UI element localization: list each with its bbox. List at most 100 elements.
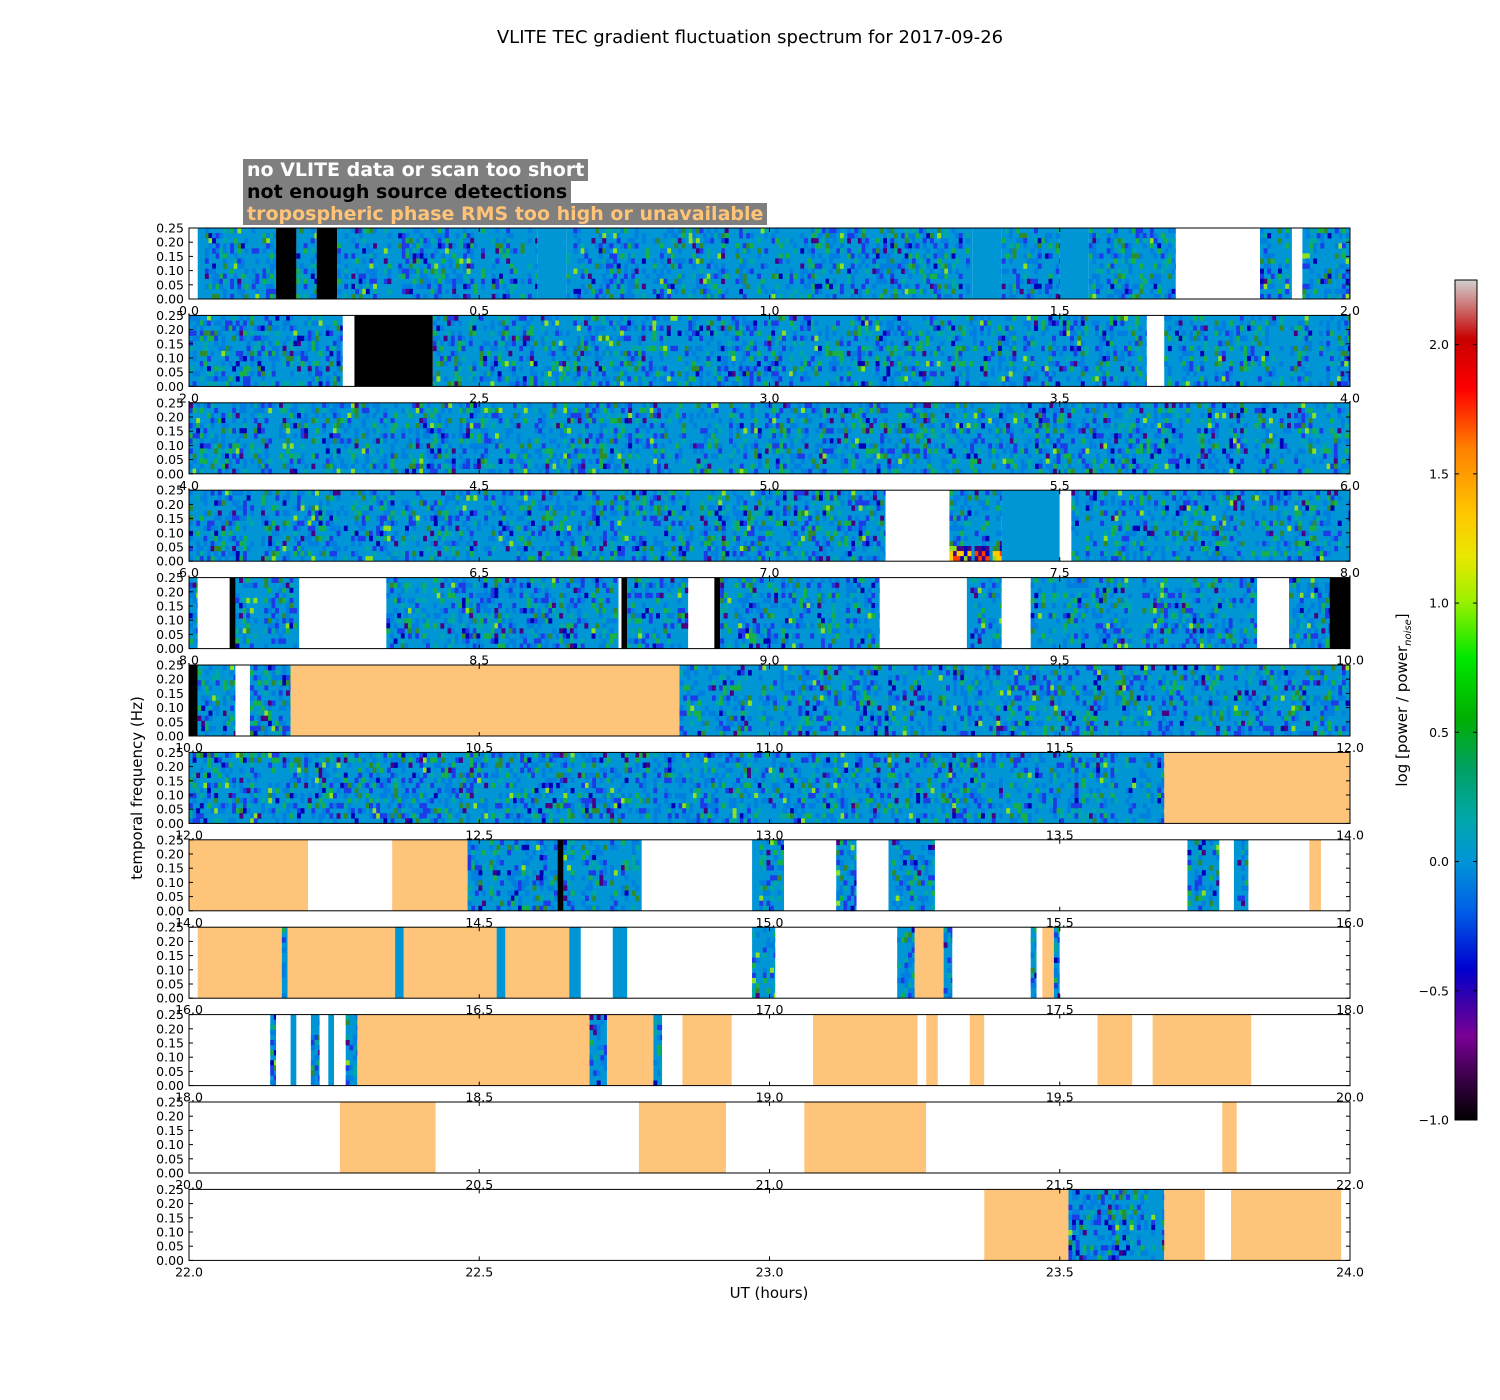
- panels-group: 0.000.050.100.150.200.250.0 0.5 1.0 1.5 2.00…: [156, 221, 1364, 1280]
- spectrum-segment: [337, 228, 538, 300]
- x-tick-label: 17.5: [1046, 1002, 1074, 1017]
- mask-segment: [435, 1102, 639, 1173]
- x-tick-label: 11.0: [756, 740, 784, 755]
- y-axis-label: temporal frequency (Hz): [128, 696, 146, 880]
- y-tick-label: 0.25: [156, 1007, 184, 1022]
- mask-segment: [557, 839, 564, 911]
- x-tick-label: 2.0: [1340, 303, 1360, 318]
- panel-10: 0.000.050.100.150.200.25 18.0 18.5 19.0 19.5…: [156, 1007, 1364, 1105]
- x-tick-label: 10.0: [1336, 653, 1364, 668]
- y-tick-label: 0.00: [156, 1253, 184, 1268]
- panel-3: 0.000.050.100.150.200.25 4.0 4.5 5.0 5.5 6.0: [156, 395, 1360, 493]
- spectrum-segment: [270, 1014, 277, 1086]
- x-tick-label: 14.5: [465, 915, 493, 930]
- mask-segment: [316, 228, 338, 299]
- y-tick-label: 0.05: [156, 452, 184, 467]
- legend-troposphere-rms: tropospheric phase RMS too high or unava…: [243, 203, 768, 225]
- x-tick-label: 16.5: [465, 1002, 493, 1017]
- y-tick-label: 0.20: [156, 934, 184, 949]
- mask-segment: [972, 228, 1002, 299]
- mask-segment: [885, 490, 950, 562]
- mask-segment: [1001, 490, 1060, 562]
- legend-not-enough-detections: not enough source detections: [243, 181, 572, 203]
- spectrum-segment: [563, 839, 642, 912]
- spectrum-segment: [432, 315, 1148, 387]
- y-tick-label: 0.15: [156, 249, 184, 264]
- panel-5: 0.000.050.100.150.200.25 8.0 8.5 9.0 9.5 10.0: [156, 570, 1364, 668]
- colorbar-tick-label: 1.5: [1429, 466, 1449, 481]
- colorbar-tick-label: 1.0: [1429, 596, 1449, 611]
- y-tick-label: 0.20: [156, 322, 184, 337]
- spectrum-segment: [1187, 839, 1220, 912]
- y-tick-label: 0.20: [156, 410, 184, 425]
- mask-segment: [606, 1014, 654, 1086]
- y-tick-label: 0.00: [156, 903, 184, 918]
- mask-segment: [1152, 1014, 1252, 1086]
- y-tick-label: 0.15: [156, 1036, 184, 1051]
- y-tick-label: 0.10: [156, 351, 184, 366]
- x-tick-label: 2.0: [179, 390, 199, 405]
- mask-segment: [621, 577, 628, 649]
- x-tick-label: 19.5: [1046, 1090, 1074, 1105]
- mask-segment: [731, 1014, 814, 1086]
- mask-segment: [638, 1102, 726, 1173]
- y-tick-label: 0.05: [156, 1239, 184, 1254]
- x-tick-label: 9.0: [760, 653, 780, 668]
- y-tick-label: 0.20: [156, 235, 184, 250]
- y-tick-label: 0.10: [156, 263, 184, 278]
- panel-12: 0.000.050.100.150.200.25 22.0 22.5 23.0 23.5…: [156, 1182, 1364, 1280]
- spectrum-segment: [235, 577, 300, 649]
- mask-segment: [299, 577, 387, 649]
- mask-segment: [926, 1014, 938, 1086]
- x-tick-label: 2.5: [469, 390, 489, 405]
- mask-segment: [1164, 752, 1350, 824]
- y-tick-label: 0.10: [156, 613, 184, 628]
- mask-segment: [856, 839, 889, 911]
- x-tick-label: 10.0: [175, 740, 203, 755]
- spectrum-segment: [1302, 228, 1351, 300]
- mask-segment: [334, 1014, 346, 1086]
- x-tick-label: 15.0: [756, 915, 784, 930]
- mask-segment: [403, 927, 497, 999]
- mask-segment: [392, 839, 468, 911]
- x-tick-label: 1.5: [1050, 303, 1070, 318]
- spectrum-segment: [1071, 490, 1351, 562]
- y-tick-label: 0.10: [156, 1225, 184, 1240]
- mask-segment: [1329, 577, 1350, 649]
- panel-8: 0.000.050.100.150.200.25 14.0 14.5 15.0 15.5…: [156, 832, 1364, 930]
- spectrum-segment: [679, 665, 1351, 737]
- x-tick-label: 5.0: [760, 478, 780, 493]
- spectrum-segment: [836, 839, 857, 912]
- spectrum-segment: [653, 1014, 663, 1086]
- spectrum-segment: [281, 927, 288, 999]
- mask-segment: [688, 577, 715, 649]
- mask-segment: [496, 927, 506, 999]
- x-tick-label: 13.0: [756, 827, 784, 842]
- spectrum-segment: [1289, 577, 1330, 649]
- mask-segment: [1042, 927, 1054, 999]
- spectrum-segment: [627, 577, 689, 649]
- mask-segment: [662, 1014, 683, 1086]
- mask-segment: [189, 228, 198, 299]
- y-tick-label: 0.00: [156, 292, 184, 307]
- mask-segment: [197, 927, 282, 999]
- mask-segment: [1251, 1014, 1350, 1086]
- y-tick-label: 0.10: [156, 525, 184, 540]
- x-tick-label: 12.0: [1336, 740, 1364, 755]
- mask-segment: [1222, 1102, 1237, 1173]
- mask-segment: [1230, 1189, 1342, 1261]
- x-tick-label: 8.5: [469, 653, 489, 668]
- mask-segment: [1132, 1014, 1153, 1086]
- x-tick-label: 6.0: [179, 565, 199, 580]
- y-tick-label: 0.00: [156, 729, 184, 744]
- panel-9: 0.000.050.100.150.200.25 16.0 16.5 17.0 17.5…: [156, 920, 1364, 1018]
- mask-segment: [189, 1014, 271, 1086]
- x-tick-label: 23.0: [756, 1264, 784, 1279]
- x-tick-label: 4.0: [179, 478, 199, 493]
- x-axis-label: UT (hours): [730, 1284, 809, 1302]
- mask-segment: [1320, 839, 1350, 911]
- colorbar-tick-label: 2.0: [1429, 337, 1449, 352]
- spectrum-segment: [1260, 228, 1292, 300]
- mask-segment: [1341, 1189, 1350, 1261]
- mask-segment: [395, 927, 404, 999]
